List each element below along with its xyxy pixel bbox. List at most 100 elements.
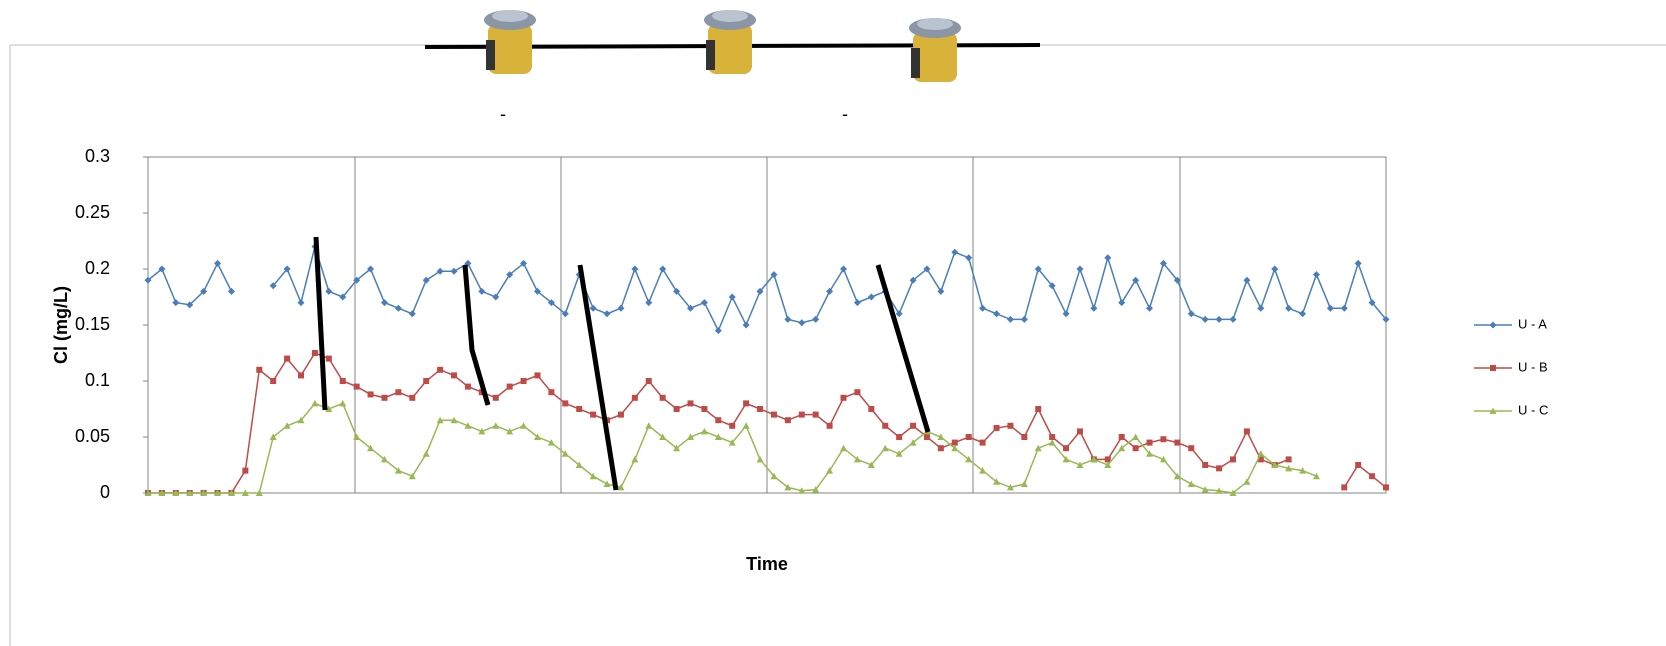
marker	[757, 406, 763, 412]
marker	[562, 400, 568, 406]
marker	[353, 434, 360, 441]
marker	[784, 316, 791, 323]
marker	[799, 412, 805, 418]
marker	[868, 294, 875, 301]
chart: - - Cl (mg/L) Time 00.050.10.150.20.250.…	[0, 0, 1666, 646]
marker	[840, 266, 847, 273]
marker	[395, 305, 402, 312]
marker	[493, 395, 499, 401]
marker	[576, 406, 582, 412]
marker	[1146, 305, 1153, 312]
marker	[270, 378, 276, 384]
marker	[242, 468, 248, 474]
y-tick-label: 0	[100, 482, 110, 502]
marker	[882, 423, 888, 429]
marker	[965, 254, 972, 261]
marker	[1341, 484, 1347, 490]
marker	[854, 389, 860, 395]
marker	[660, 395, 666, 401]
marker	[1035, 406, 1041, 412]
marker	[701, 299, 708, 306]
marker	[534, 372, 540, 378]
marker	[1063, 445, 1069, 451]
marker	[687, 400, 693, 406]
marker	[840, 445, 847, 452]
marker	[701, 406, 707, 412]
marker	[1229, 316, 1236, 323]
marker	[646, 378, 652, 384]
marker	[993, 310, 1000, 317]
marker	[896, 434, 902, 440]
marker	[423, 378, 429, 384]
marker	[979, 305, 986, 312]
marker	[1257, 305, 1264, 312]
marker	[172, 299, 179, 306]
marker	[924, 434, 930, 440]
marker	[1341, 305, 1348, 312]
marker	[1327, 305, 1334, 312]
marker	[826, 288, 833, 295]
marker	[1383, 484, 1389, 490]
x-axis-label: Time	[746, 554, 788, 574]
marker	[1369, 473, 1375, 479]
marker	[1021, 316, 1028, 323]
marker	[1090, 305, 1097, 312]
marker	[381, 395, 387, 401]
marker	[1077, 428, 1083, 434]
marker	[798, 319, 805, 326]
marker	[1355, 260, 1362, 267]
marker	[1285, 305, 1292, 312]
marker	[1007, 316, 1014, 323]
marker	[771, 412, 777, 418]
marker	[256, 367, 262, 373]
y-tick-label: 0.3	[85, 146, 110, 166]
marker	[674, 406, 680, 412]
marker	[214, 260, 221, 267]
marker	[729, 423, 735, 429]
marker	[339, 400, 346, 407]
marker	[1216, 316, 1223, 323]
marker	[354, 384, 360, 390]
marker	[423, 450, 430, 457]
y-tick-label: 0.05	[75, 426, 110, 446]
marker	[604, 481, 611, 488]
marker	[1243, 277, 1250, 284]
marker	[395, 389, 401, 395]
marker	[409, 395, 415, 401]
vertical-grid	[355, 157, 1180, 493]
marker	[951, 249, 958, 256]
marker	[1147, 440, 1153, 446]
marker	[1021, 434, 1027, 440]
marker	[1174, 440, 1180, 446]
marker	[743, 400, 749, 406]
marker	[938, 445, 944, 451]
frame	[10, 45, 1666, 646]
marker	[284, 356, 290, 362]
marker	[492, 294, 499, 301]
marker	[507, 384, 513, 390]
legend-label: U - A	[1518, 316, 1547, 331]
legend-label: U - B	[1518, 359, 1548, 374]
marker	[465, 384, 471, 390]
marker	[785, 417, 791, 423]
marker	[1049, 439, 1056, 446]
marker	[1188, 481, 1195, 488]
marker	[437, 367, 443, 373]
marker	[311, 400, 318, 407]
marker	[340, 378, 346, 384]
marker	[1216, 465, 1222, 471]
marker	[1132, 277, 1139, 284]
marker	[1132, 434, 1139, 441]
marker	[1244, 428, 1250, 434]
marker	[841, 395, 847, 401]
marker	[1202, 316, 1209, 323]
marker	[368, 391, 374, 397]
marker	[590, 412, 596, 418]
y-tick-label: 0.1	[85, 370, 110, 390]
marker	[631, 266, 638, 273]
marker	[813, 412, 819, 418]
marker	[1118, 299, 1125, 306]
marker	[604, 310, 611, 317]
marker	[1076, 266, 1083, 273]
y-axis-label: Cl (mg/L)	[51, 286, 71, 364]
